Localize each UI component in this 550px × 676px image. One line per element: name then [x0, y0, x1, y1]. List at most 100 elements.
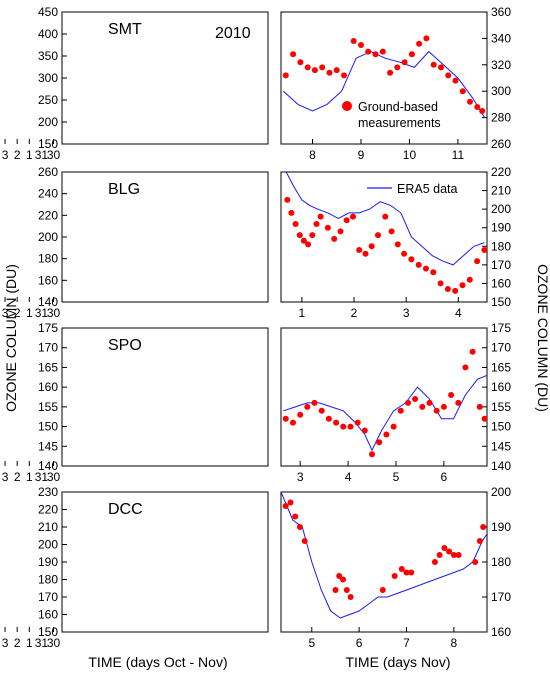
y-tick-label: 170 — [38, 590, 58, 604]
measurement-point — [430, 269, 437, 276]
measurement-point — [304, 403, 311, 410]
x-tick-label: 4 — [345, 470, 352, 484]
measurement-point — [401, 250, 408, 257]
measurement-point — [401, 59, 408, 66]
panel-dcc-left: 1501601701801902002102202303031123456789… — [0, 485, 269, 650]
measurement-point — [423, 35, 430, 42]
y-tick-label: 155 — [38, 400, 58, 414]
measurement-point — [292, 513, 299, 520]
measurement-point — [455, 552, 462, 558]
measurement-point — [423, 265, 429, 272]
x-tick-label: 31 — [35, 470, 49, 484]
measurement-point — [20, 594, 26, 600]
measurement-point — [405, 399, 411, 406]
measurement-point — [382, 213, 389, 220]
x-tick-label: 30 — [47, 636, 61, 650]
measurement-point — [333, 67, 340, 74]
x-tick-label: 3 — [297, 470, 304, 484]
measurement-point — [8, 577, 14, 583]
panel-title: DCC — [108, 501, 143, 518]
x-tick-label: 3 — [2, 470, 9, 484]
series-layer — [281, 492, 487, 619]
y-tick-label: 280 — [491, 111, 511, 125]
measurement-point — [287, 499, 294, 506]
x-tick-label: 2 — [14, 470, 21, 484]
measurement-point — [387, 69, 394, 76]
x-tick-label: 30 — [47, 470, 61, 484]
measurement-point — [3, 424, 9, 430]
measurement-point — [459, 282, 466, 289]
series-layer — [282, 348, 487, 458]
y-tick-label: 240 — [38, 187, 58, 201]
measurement-point — [375, 232, 381, 239]
y-tick-label: 180 — [491, 239, 511, 253]
era5-series-line — [283, 50, 486, 118]
measurement-point — [290, 419, 296, 426]
y-tick-label: 210 — [491, 184, 511, 198]
legend: Ground-based measurements ERA5 data — [342, 100, 458, 196]
measurement-point — [14, 256, 20, 262]
legend-measurements-marker — [342, 101, 352, 111]
x-tick-label: 1 — [26, 148, 33, 162]
y-tick-label: 160 — [491, 276, 511, 290]
y-tick-label: 220 — [38, 208, 58, 222]
measurement-point — [462, 364, 469, 371]
measurement-point — [437, 280, 444, 287]
y-axis-label-right: OZONE COLUMN (DU) — [535, 264, 550, 412]
measurement-point — [383, 431, 390, 438]
series-layer — [284, 172, 487, 294]
measurement-point — [426, 399, 433, 406]
measurement-point — [356, 247, 363, 253]
measurement-point — [55, 42, 61, 48]
measurement-point — [0, 559, 2, 565]
plot-frame — [280, 171, 488, 303]
y-tick-label: 250 — [38, 93, 58, 107]
y-tick-label: 180 — [38, 252, 58, 266]
x-tick-label: 8 — [451, 636, 458, 650]
plot-frame — [61, 491, 269, 633]
x-tick-label: 3 — [403, 306, 410, 320]
measurement-point — [290, 51, 297, 58]
x-tick-label: 2 — [14, 306, 21, 320]
x-tick-label: 5 — [308, 636, 315, 650]
x-tick-label: 2 — [14, 636, 21, 650]
panel-smt-right: 260 280 300 320 340 360 8 9 10 11 — [280, 5, 511, 162]
measurement-point — [467, 98, 473, 105]
measurement-point — [347, 423, 354, 430]
measurement-point — [398, 566, 405, 572]
measurement-point — [431, 559, 438, 565]
x-tick-label: 4 — [455, 306, 462, 320]
y-tick-label: 145 — [491, 439, 511, 453]
measurement-point — [0, 112, 6, 118]
measurement-point — [361, 427, 368, 434]
x-tick-label: 31 — [35, 148, 49, 162]
plot-frame — [61, 171, 269, 303]
y-tick-label: 360 — [491, 5, 511, 19]
measurement-point — [347, 594, 354, 600]
measurement-point — [26, 577, 32, 583]
measurement-point — [448, 392, 455, 398]
measurement-point — [23, 416, 29, 422]
measurement-point — [368, 243, 375, 250]
measurement-point — [350, 213, 356, 220]
panel-smt-left: 15020025030035040045030311234567891011SM… — [0, 5, 269, 162]
measurement-point — [481, 415, 487, 422]
measurement-point — [476, 538, 483, 544]
panel-blg-left: 14016018020022024026030311234567891011BL… — [2, 165, 269, 320]
y-tick-label: 165 — [38, 360, 58, 374]
measurement-point — [403, 569, 410, 576]
y-tick-label: 260 — [38, 165, 58, 179]
y-tick-label: 160 — [491, 380, 511, 394]
y-tick-label: 190 — [491, 520, 511, 534]
panel-spo-right: 140 145 150 155 160 165 170 175 3 4 5 6 — [280, 321, 511, 484]
measurement-point — [13, 424, 19, 430]
measurement-point — [350, 38, 357, 44]
x-axis-label-right: TIME (days Nov) — [345, 654, 450, 670]
measurement-point — [408, 51, 415, 58]
panel-title: SMT — [108, 21, 142, 38]
measurement-point — [394, 241, 401, 248]
measurement-point — [481, 247, 487, 253]
measurement-point — [362, 250, 369, 257]
measurement-point — [297, 411, 304, 418]
measurement-point — [324, 224, 331, 231]
